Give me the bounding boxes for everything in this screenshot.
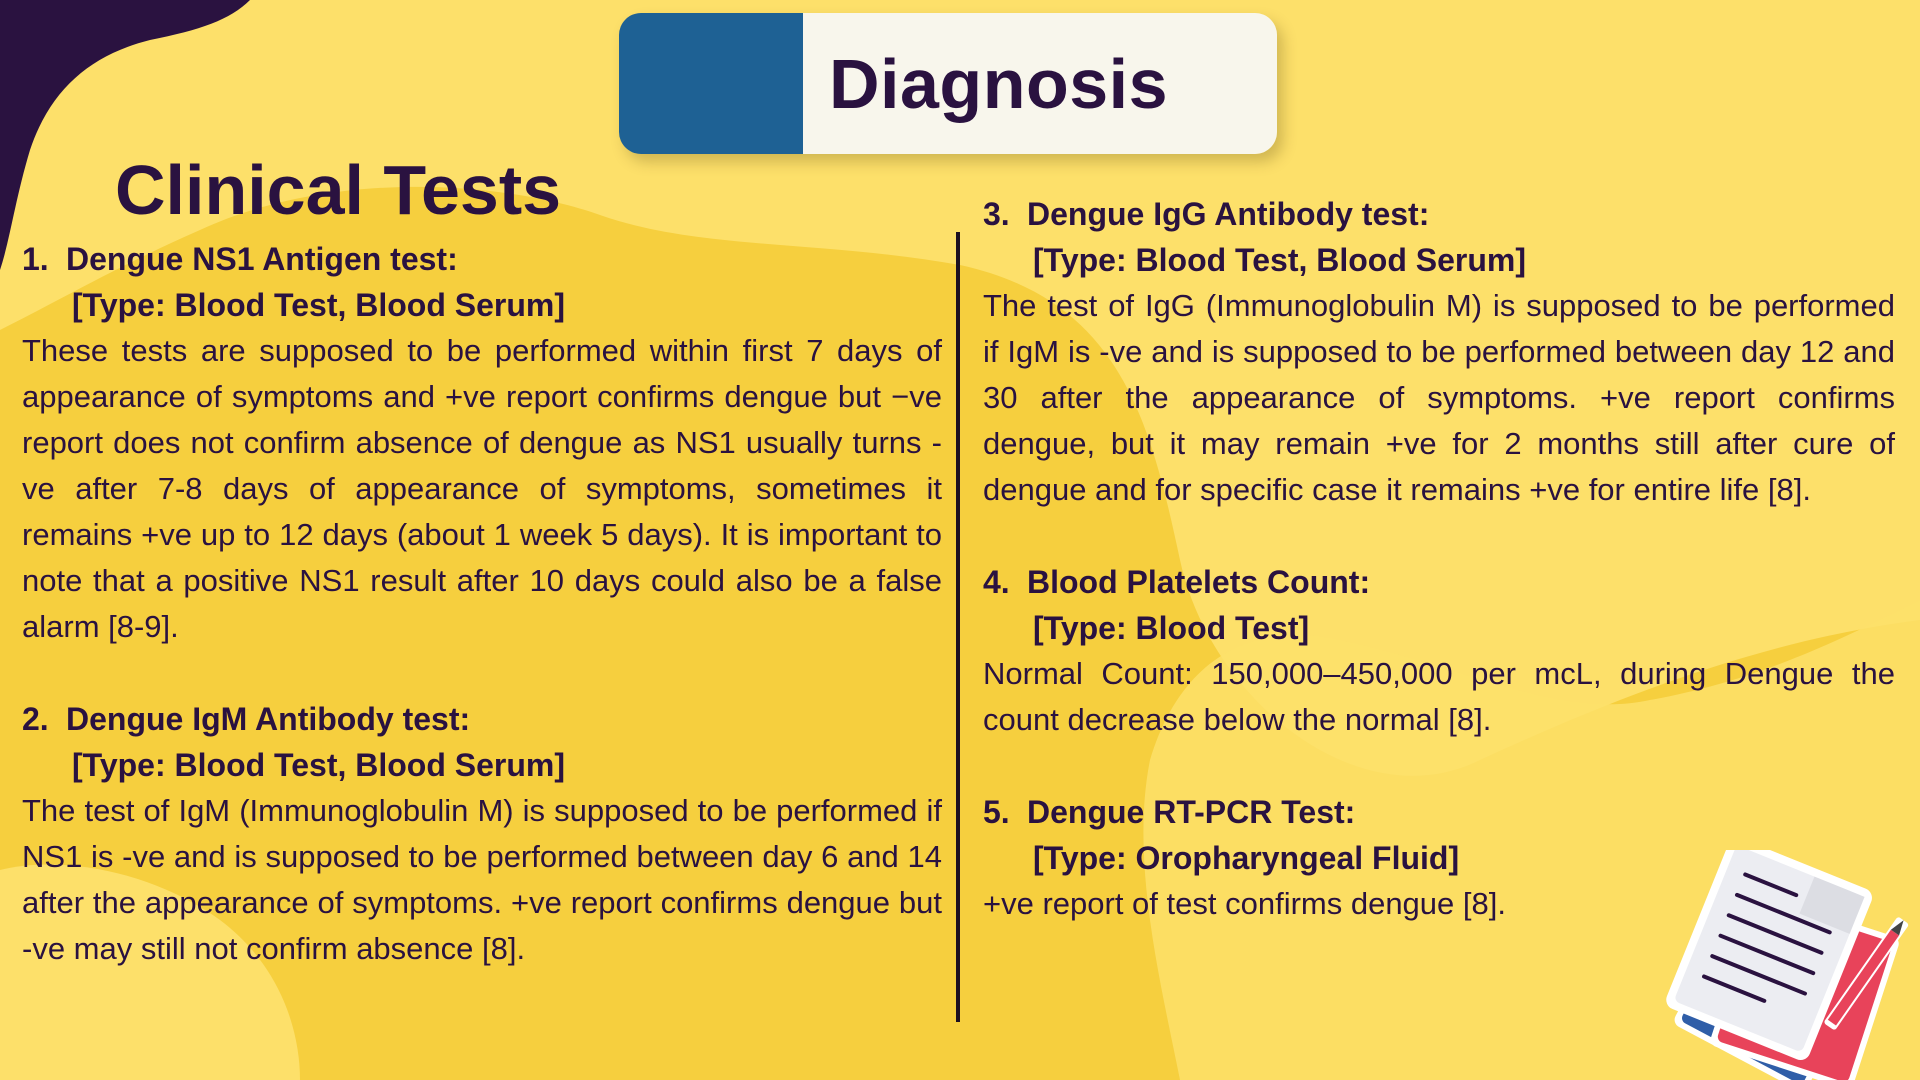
test-name: 3. Dengue IgG Antibody test: — [983, 191, 1895, 237]
test-title: Blood Platelets Count: — [1027, 564, 1371, 600]
test-number: 4. — [983, 564, 1010, 600]
section-heading: Clinical Tests — [115, 151, 562, 229]
test-title: Dengue IgM Antibody test: — [66, 701, 471, 737]
title-banner: Diagnosis — [619, 13, 1277, 154]
test-title: Dengue IgG Antibody test: — [1027, 196, 1430, 232]
test-item: 4. Blood Platelets Count: [Type: Blood T… — [983, 559, 1895, 743]
test-number: 5. — [983, 794, 1010, 830]
right-column: 3. Dengue IgG Antibody test: [Type: Bloo… — [983, 191, 1895, 973]
test-item: 5. Dengue RT-PCR Test: [Type: Oropharyng… — [983, 789, 1895, 927]
test-type: [Type: Blood Test, Blood Serum] — [72, 287, 566, 323]
test-title: Dengue NS1 Antigen test: — [66, 241, 458, 277]
test-name: 4. Blood Platelets Count: — [983, 559, 1895, 605]
test-number: 3. — [983, 196, 1010, 232]
test-number: 2. — [22, 701, 49, 737]
test-type: [Type: Blood Test, Blood Serum] — [72, 747, 566, 783]
test-description: The test of IgG (Immunoglobulin M) is su… — [983, 288, 1895, 507]
column-divider — [956, 232, 960, 1022]
left-column: 1. Dengue NS1 Antigen test: [Type: Blood… — [22, 236, 942, 1018]
test-number: 1. — [22, 241, 49, 277]
test-type: [Type: Blood Test] — [1033, 610, 1310, 646]
test-item: 2. Dengue IgM Antibody test: [Type: Bloo… — [22, 696, 942, 972]
test-type: [Type: Blood Test, Blood Serum] — [1033, 242, 1527, 278]
page-title: Diagnosis — [829, 44, 1169, 123]
test-name: 1. Dengue NS1 Antigen test: — [22, 236, 942, 282]
test-description: +ve report of test confirms dengue [8]. — [983, 886, 1506, 921]
test-item: 1. Dengue NS1 Antigen test: [Type: Blood… — [22, 236, 942, 650]
test-name: 2. Dengue IgM Antibody test: — [22, 696, 942, 742]
test-name: 5. Dengue RT-PCR Test: — [983, 789, 1895, 835]
banner-accent — [619, 13, 803, 154]
test-description: The test of IgM (Immunoglobulin M) is su… — [22, 793, 942, 966]
test-description: Normal Count: 150,000–450,000 per mcL, d… — [983, 656, 1895, 737]
test-type: [Type: Oropharyngeal Fluid] — [1033, 840, 1460, 876]
test-title: Dengue RT-PCR Test: — [1027, 794, 1356, 830]
test-item: 3. Dengue IgG Antibody test: [Type: Bloo… — [983, 191, 1895, 513]
title-box: Diagnosis — [803, 13, 1277, 154]
documents-and-pencil-icon — [1666, 850, 1909, 1080]
test-description: These tests are supposed to be performed… — [22, 333, 942, 644]
